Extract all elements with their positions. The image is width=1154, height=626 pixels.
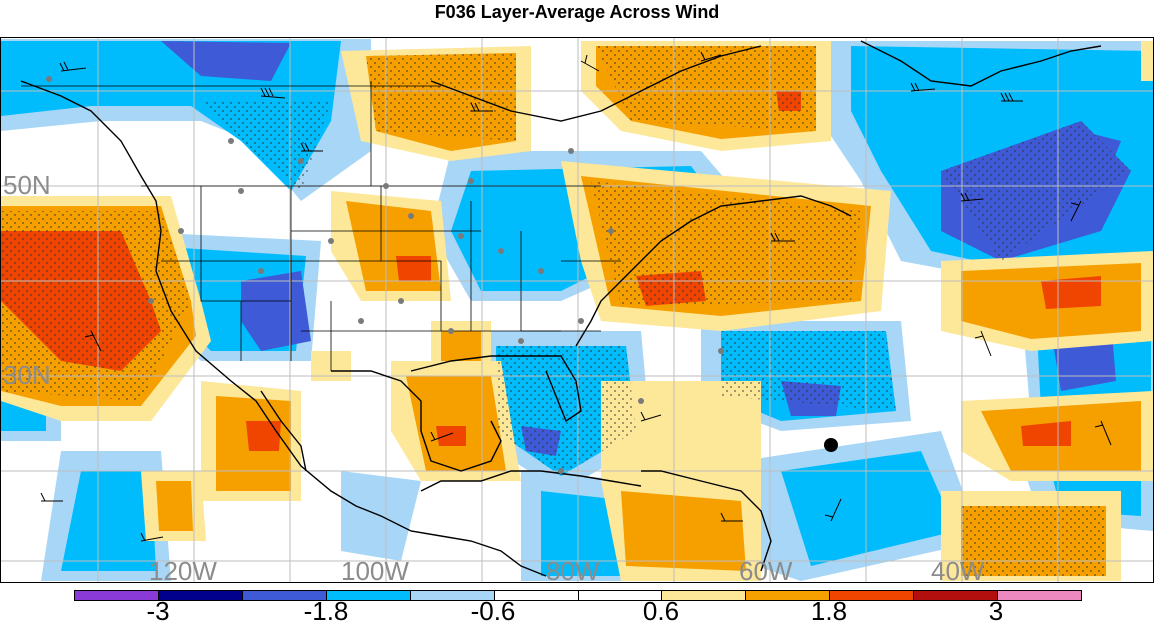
map-panel: 50N 30N 120W 100W 80W 60W 40W [0, 37, 1154, 583]
colorbar-swatch [410, 591, 495, 600]
lon-label-60w: 60W [739, 556, 793, 583]
colorbar-swatch [662, 591, 747, 600]
lat-label-30n: 30N [3, 360, 51, 390]
colorbar-swatch [242, 591, 327, 600]
colorbar-swatch [998, 591, 1082, 600]
stipple-overlay [1, 46, 1131, 576]
colorbar-swatch [578, 591, 663, 600]
colorbar-swatch [830, 591, 915, 600]
coastlines [20, 40, 1102, 577]
wind-barbs [40, 51, 1112, 542]
lon-label-100w: 100W [341, 556, 409, 583]
colorbar-swatch [75, 591, 159, 600]
lat-label-50n: 50N [3, 170, 51, 200]
colorbar-swatch [494, 591, 579, 600]
colorbar-label-3: 3 [988, 596, 1004, 626]
wind-map [1, 38, 1153, 582]
colorbar-label-neg1-8: -1.8 [303, 596, 349, 626]
map-title: F036 Layer-Average Across Wind [434, 2, 720, 22]
black-dot-marker [824, 438, 838, 452]
station-dots [46, 76, 724, 474]
colorbar-label-neg3: -3 [146, 596, 170, 626]
colorbar-label-0-6: 0.6 [642, 596, 680, 626]
colorbar-swatch [326, 591, 411, 600]
colorbar-swatch [914, 591, 999, 600]
colorbar-swatch [158, 591, 243, 600]
lon-label-80w: 80W [546, 556, 600, 583]
colorbar-label-1-8: 1.8 [810, 596, 848, 626]
lon-label-40w: 40W [931, 556, 985, 583]
colorbar [74, 590, 1082, 601]
lon-label-120w: 120W [149, 556, 217, 583]
colorbar-swatch [746, 591, 831, 600]
colorbar-label-neg0-6: -0.6 [470, 596, 516, 626]
